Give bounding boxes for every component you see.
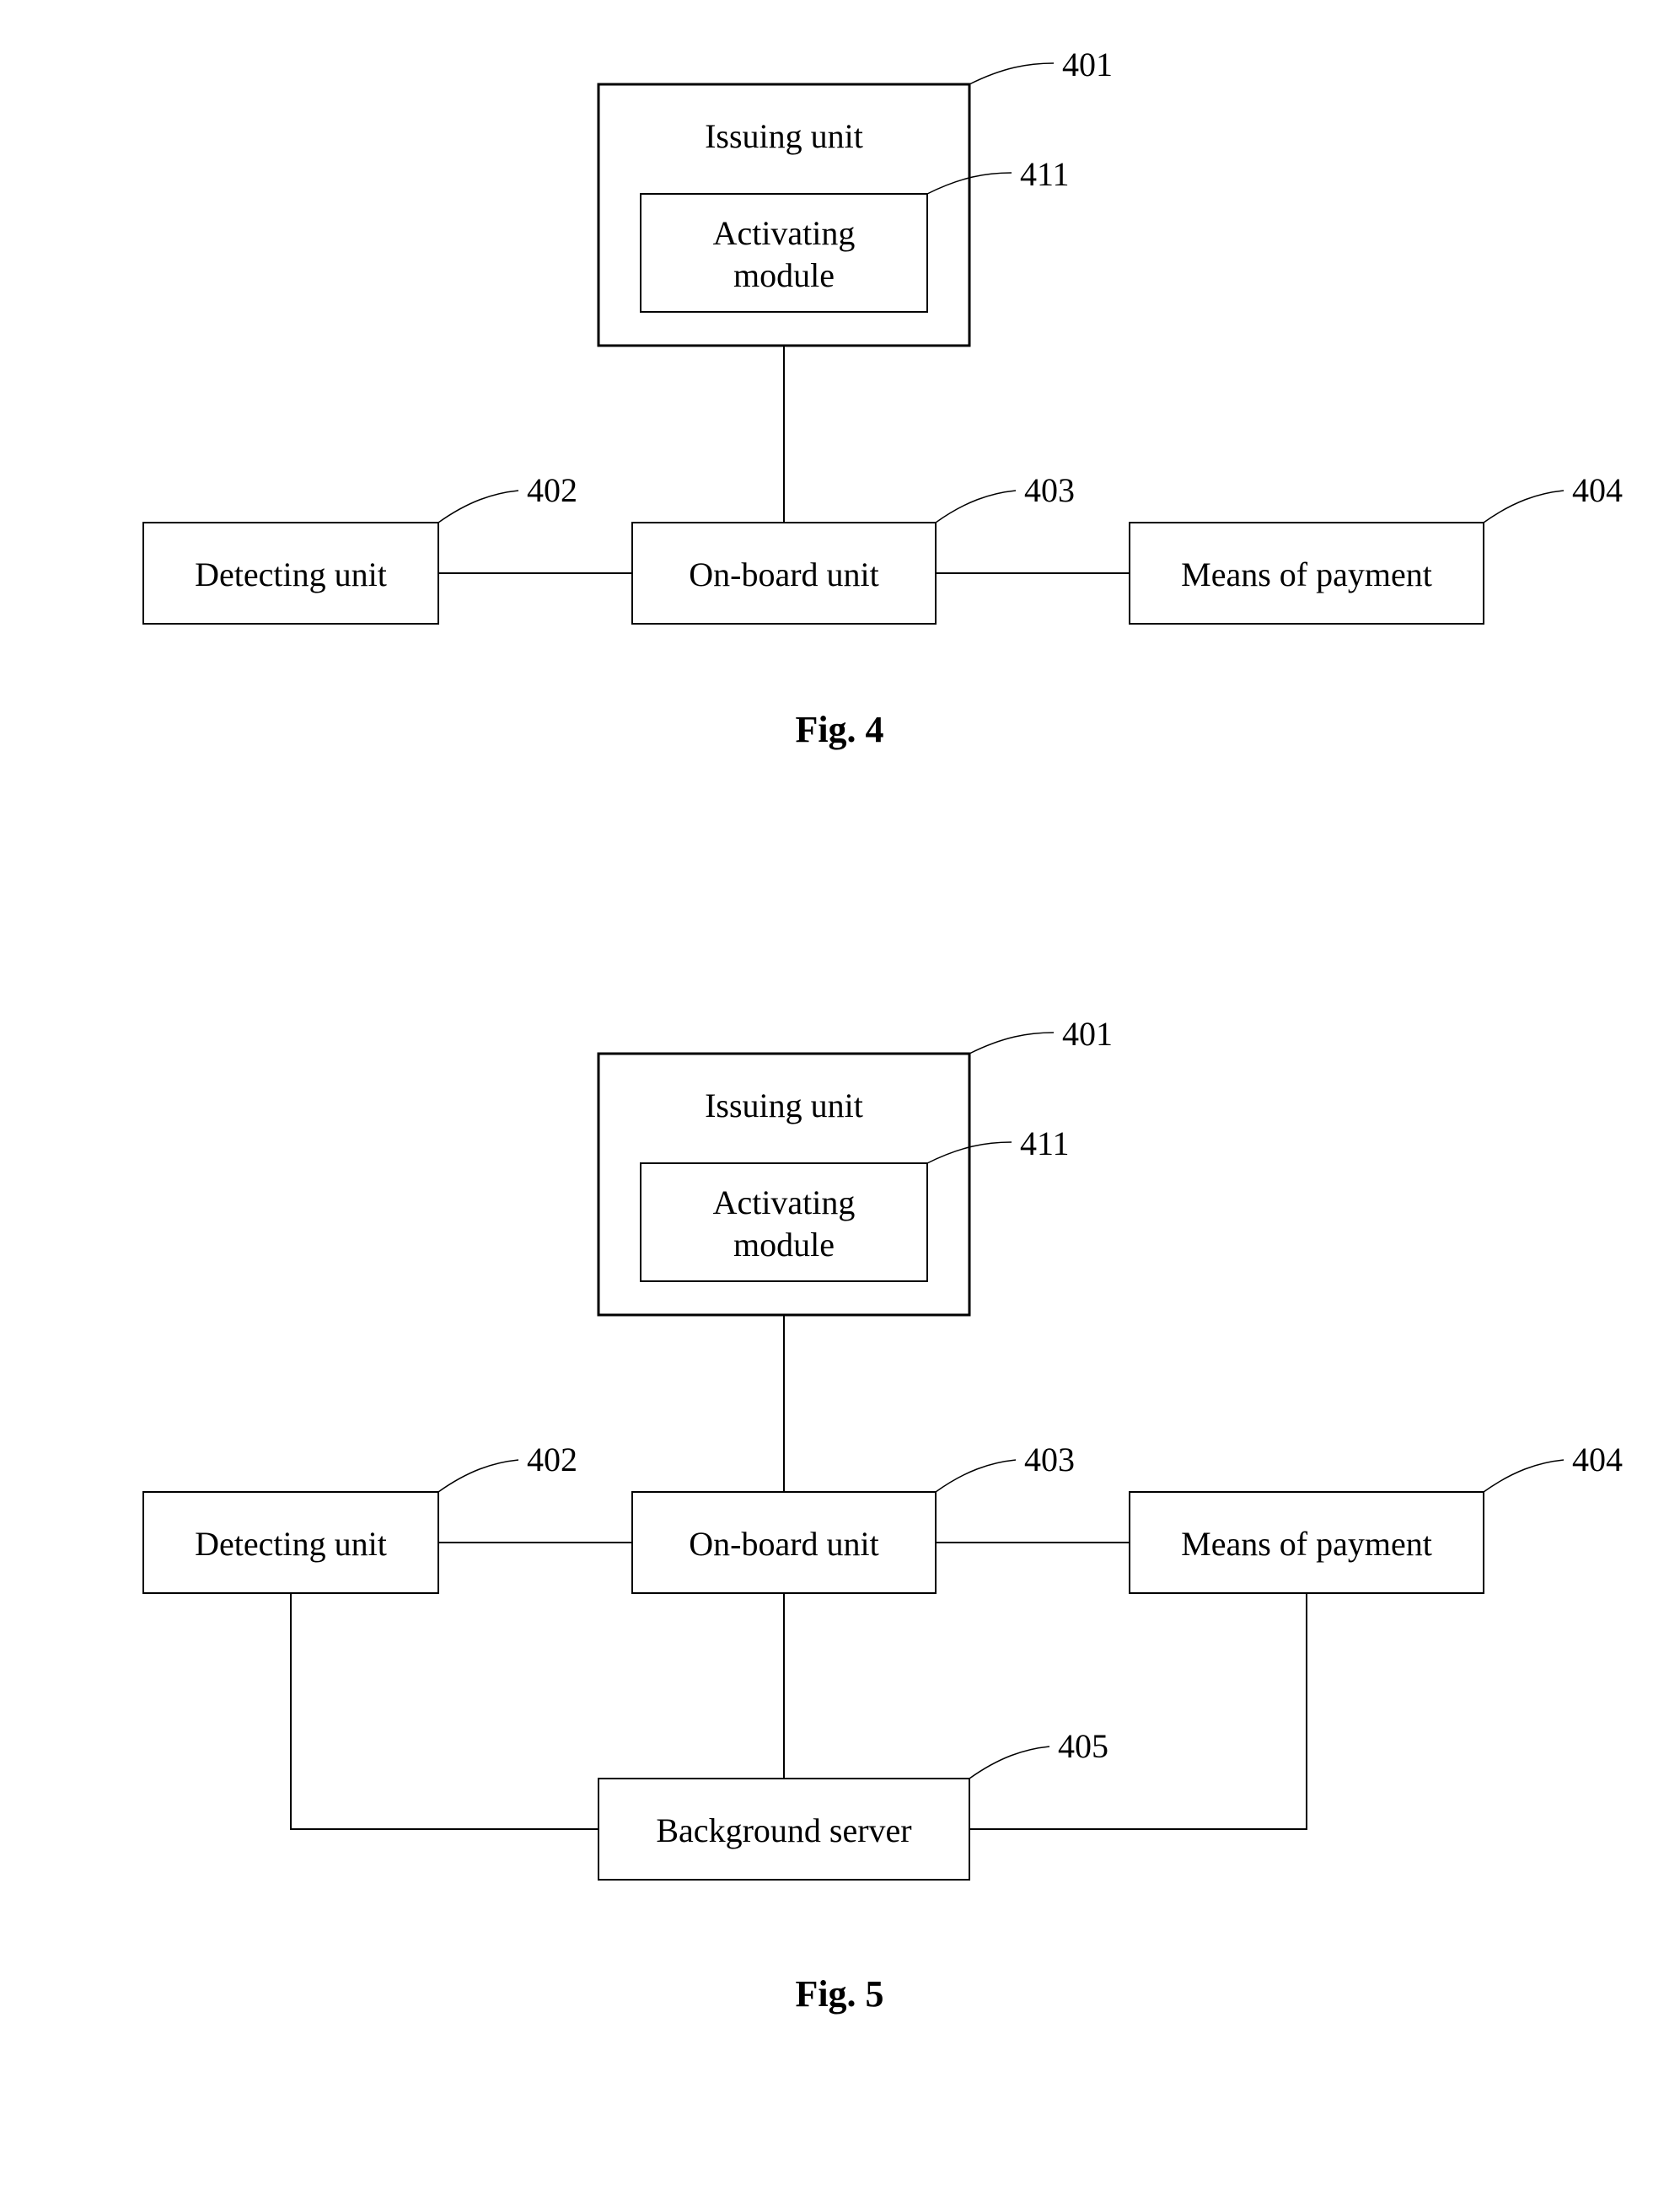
- ref-401: 401: [1062, 46, 1113, 83]
- issuing-unit-label-5: Issuing unit: [705, 1087, 863, 1124]
- ref-403-5: 403: [1024, 1441, 1075, 1478]
- payment-label-5: Means of payment: [1181, 1525, 1432, 1563]
- figure-4-caption: Fig. 4: [795, 709, 883, 750]
- ref-401-5: 401: [1062, 1015, 1113, 1053]
- activating-module-box: [641, 194, 927, 312]
- detecting-unit-label: Detecting unit: [195, 555, 387, 593]
- onboard-unit-label-5: On-board unit: [689, 1525, 879, 1563]
- leader-403-5: [936, 1460, 1016, 1492]
- figure-5-caption: Fig. 5: [795, 1973, 883, 2015]
- leader-401: [969, 63, 1054, 84]
- background-server-label: Background server: [656, 1811, 911, 1849]
- ref-405: 405: [1058, 1727, 1108, 1765]
- payment-label: Means of payment: [1181, 555, 1432, 593]
- ref-402: 402: [527, 471, 577, 509]
- ref-404-5: 404: [1572, 1441, 1623, 1478]
- issuing-unit-label: Issuing unit: [705, 117, 863, 155]
- activating-module-label-5-l2: module: [733, 1226, 835, 1264]
- detecting-unit-label-5: Detecting unit: [195, 1525, 387, 1563]
- ref-411: 411: [1020, 155, 1070, 193]
- activating-module-box-5: [641, 1163, 927, 1281]
- edge-detecting-server: [291, 1593, 598, 1829]
- activating-module-label-l2: module: [733, 256, 835, 294]
- leader-405: [969, 1747, 1049, 1779]
- edge-payment-server: [969, 1593, 1307, 1829]
- figure-4: Issuing unit Activating module 401 411 D…: [143, 46, 1623, 750]
- ref-411-5: 411: [1020, 1124, 1070, 1162]
- leader-404: [1484, 491, 1564, 523]
- leader-404-5: [1484, 1460, 1564, 1492]
- leader-402-5: [438, 1460, 518, 1492]
- figure-5: Issuing unit Activating module 401 411 D…: [143, 1015, 1623, 2015]
- activating-module-label-l1: Activating: [713, 214, 856, 252]
- ref-402-5: 402: [527, 1441, 577, 1478]
- ref-403: 403: [1024, 471, 1075, 509]
- onboard-unit-label: On-board unit: [689, 555, 879, 593]
- leader-403: [936, 491, 1016, 523]
- leader-401-5: [969, 1033, 1054, 1054]
- ref-404: 404: [1572, 471, 1623, 509]
- leader-402: [438, 491, 518, 523]
- activating-module-label-5-l1: Activating: [713, 1183, 856, 1221]
